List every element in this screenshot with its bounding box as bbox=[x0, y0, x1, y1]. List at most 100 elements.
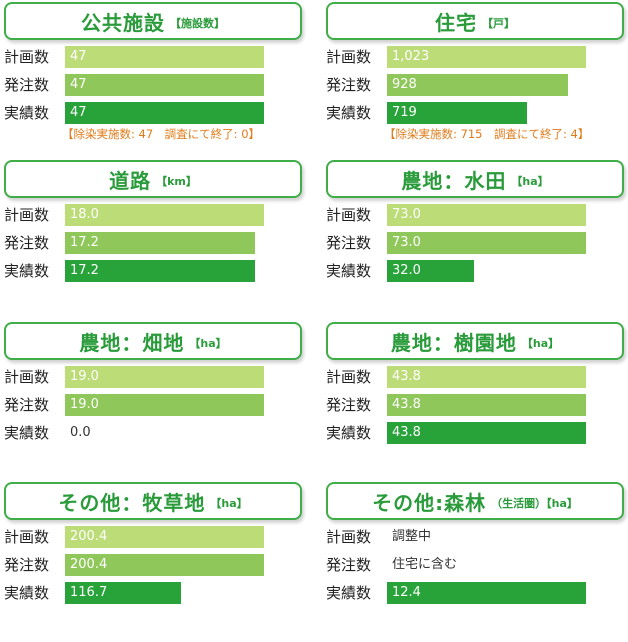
bar-value-label: 12.4 bbox=[392, 585, 421, 600]
bar-order bbox=[65, 554, 264, 576]
panel-header: その他:森林 （生活圏）【ha】 bbox=[326, 482, 624, 520]
bar-order bbox=[387, 394, 586, 416]
bar-actual bbox=[387, 582, 586, 604]
bar-order bbox=[65, 394, 264, 416]
bar-value-label: 19.0 bbox=[70, 397, 99, 412]
bar-value-label: 43.8 bbox=[392, 369, 421, 384]
panel-note: 【除染実施数: 715 調査にて終了: 4】 bbox=[384, 127, 590, 141]
row-plan: 計画数 43.8 bbox=[326, 366, 626, 388]
row-label: 実績数 bbox=[326, 424, 372, 442]
row-label: 実績数 bbox=[4, 424, 50, 442]
chart-panel: 住宅 【戸】計画数 1,023 発注数 928 実績数 719 【除染実施数: 715 調査に… bbox=[326, 2, 626, 162]
row-label: 計画数 bbox=[326, 206, 372, 224]
bar-order bbox=[65, 74, 264, 96]
panel-header: その他：牧草地 【ha】 bbox=[4, 482, 302, 520]
panel-unit: （生活圏）【ha】 bbox=[491, 497, 578, 510]
bar-value-label: 0.0 bbox=[70, 425, 91, 440]
row-label: 計画数 bbox=[4, 528, 50, 546]
bar-value-label: 47 bbox=[70, 77, 87, 92]
row-order: 発注数 47 bbox=[4, 74, 304, 96]
bar-value-label: 1,023 bbox=[392, 49, 430, 64]
bar-value-label: 200.4 bbox=[70, 557, 108, 572]
bar-actual bbox=[387, 260, 474, 282]
panel-header: 住宅 【戸】 bbox=[326, 2, 624, 40]
row-plan: 計画数 19.0 bbox=[4, 366, 304, 388]
chart-panel: その他：牧草地 【ha】計画数 200.4 発注数 200.4 実績数 116.7 bbox=[4, 482, 304, 642]
bar-order bbox=[387, 74, 568, 96]
row-actual: 実績数 43.8 bbox=[326, 422, 626, 444]
bar-value-label: 17.2 bbox=[70, 235, 99, 250]
row-label: 実績数 bbox=[326, 104, 372, 122]
bar-value-label: 719 bbox=[392, 105, 417, 120]
row-order: 発注数 43.8 bbox=[326, 394, 626, 416]
row-plan: 計画数 1,023 bbox=[326, 46, 626, 68]
panel-unit: 【ha】 bbox=[521, 337, 560, 350]
row-label: 実績数 bbox=[326, 584, 372, 602]
bar-value-label: 43.8 bbox=[392, 425, 421, 440]
row-plan: 計画数 47 bbox=[4, 46, 304, 68]
bar-value-label: 47 bbox=[70, 105, 87, 120]
chart-panel: その他:森林 （生活圏）【ha】計画数 調整中発注数 住宅に含む実績数 12.4 bbox=[326, 482, 626, 642]
bar-actual bbox=[65, 582, 181, 604]
chart-panel: 農地：畑地 【ha】計画数 19.0 発注数 19.0 実績数 0.0 bbox=[4, 322, 304, 482]
row-label: 発注数 bbox=[4, 76, 50, 94]
row-label: 実績数 bbox=[4, 262, 50, 280]
row-label: 発注数 bbox=[326, 556, 372, 574]
row-label: 発注数 bbox=[326, 76, 372, 94]
panel-header: 農地：水田 【ha】 bbox=[326, 160, 624, 198]
bar-order bbox=[65, 232, 255, 254]
panel-unit: 【ha】 bbox=[511, 175, 549, 188]
row-label: 計画数 bbox=[4, 368, 50, 386]
panel-header: 道路 【km】 bbox=[4, 160, 302, 198]
bar-value-label: 43.8 bbox=[392, 397, 421, 412]
bar-actual bbox=[387, 102, 527, 124]
panel-unit: 【施設数】 bbox=[170, 17, 225, 30]
bar-value-label: 32.0 bbox=[392, 263, 421, 278]
chart-panel: 公共施設 【施設数】 計画数 47 発注数 47 実績数 47 【除染実施数: 47 調査にて終… bbox=[4, 2, 304, 162]
row-label: 実績数 bbox=[4, 584, 50, 602]
panel-title: その他:森林 bbox=[372, 490, 487, 515]
row-actual: 実績数 32.0 bbox=[326, 260, 626, 282]
row-actual: 実績数 17.2 bbox=[4, 260, 304, 282]
panel-title: 農地：水田 bbox=[401, 168, 507, 193]
chart-panel: 道路 【km】計画数 18.0 発注数 17.2 実績数 17.2 bbox=[4, 160, 304, 320]
row-label: 計画数 bbox=[326, 48, 372, 66]
row-plan: 計画数 200.4 bbox=[4, 526, 304, 548]
bar-actual bbox=[65, 102, 264, 124]
panel-title: 道路 bbox=[109, 168, 152, 193]
panel-header: 農地：樹園地 【ha】 bbox=[326, 322, 624, 360]
row-label: 計画数 bbox=[326, 528, 372, 546]
bar-value-label: 住宅に含む bbox=[392, 557, 458, 572]
row-plan: 計画数 調整中 bbox=[326, 526, 626, 548]
bar-plan bbox=[387, 204, 586, 226]
bar-plan bbox=[65, 366, 264, 388]
bar-plan bbox=[387, 46, 586, 68]
row-label: 計画数 bbox=[326, 368, 372, 386]
panel-title: 農地：樹園地 bbox=[390, 330, 517, 355]
row-order: 発注数 928 bbox=[326, 74, 626, 96]
bar-value-label: 19.0 bbox=[70, 369, 99, 384]
row-plan: 計画数 18.0 bbox=[4, 204, 304, 226]
row-actual: 実績数 719 bbox=[326, 102, 626, 124]
row-actual: 実績数 116.7 bbox=[4, 582, 304, 604]
row-order: 発注数 19.0 bbox=[4, 394, 304, 416]
row-label: 発注数 bbox=[4, 556, 50, 574]
bar-value-label: 73.0 bbox=[392, 235, 421, 250]
row-label: 計画数 bbox=[4, 206, 50, 224]
bar-value-label: 17.2 bbox=[70, 263, 99, 278]
bar-value-label: 47 bbox=[70, 49, 87, 64]
bar-value-label: 調整中 bbox=[392, 529, 432, 544]
row-order: 発注数 17.2 bbox=[4, 232, 304, 254]
row-label: 計画数 bbox=[4, 48, 50, 66]
bar-order bbox=[387, 232, 586, 254]
row-label: 実績数 bbox=[4, 104, 50, 122]
bar-plan bbox=[65, 526, 264, 548]
bar-value-label: 200.4 bbox=[70, 529, 108, 544]
bar-plan bbox=[387, 366, 586, 388]
panel-title: 農地：畑地 bbox=[79, 330, 185, 355]
bar-actual bbox=[387, 422, 586, 444]
row-label: 発注数 bbox=[4, 396, 50, 414]
bar-plan bbox=[65, 204, 264, 226]
row-plan: 計画数 73.0 bbox=[326, 204, 626, 226]
panel-unit: 【ha】 bbox=[189, 337, 227, 350]
